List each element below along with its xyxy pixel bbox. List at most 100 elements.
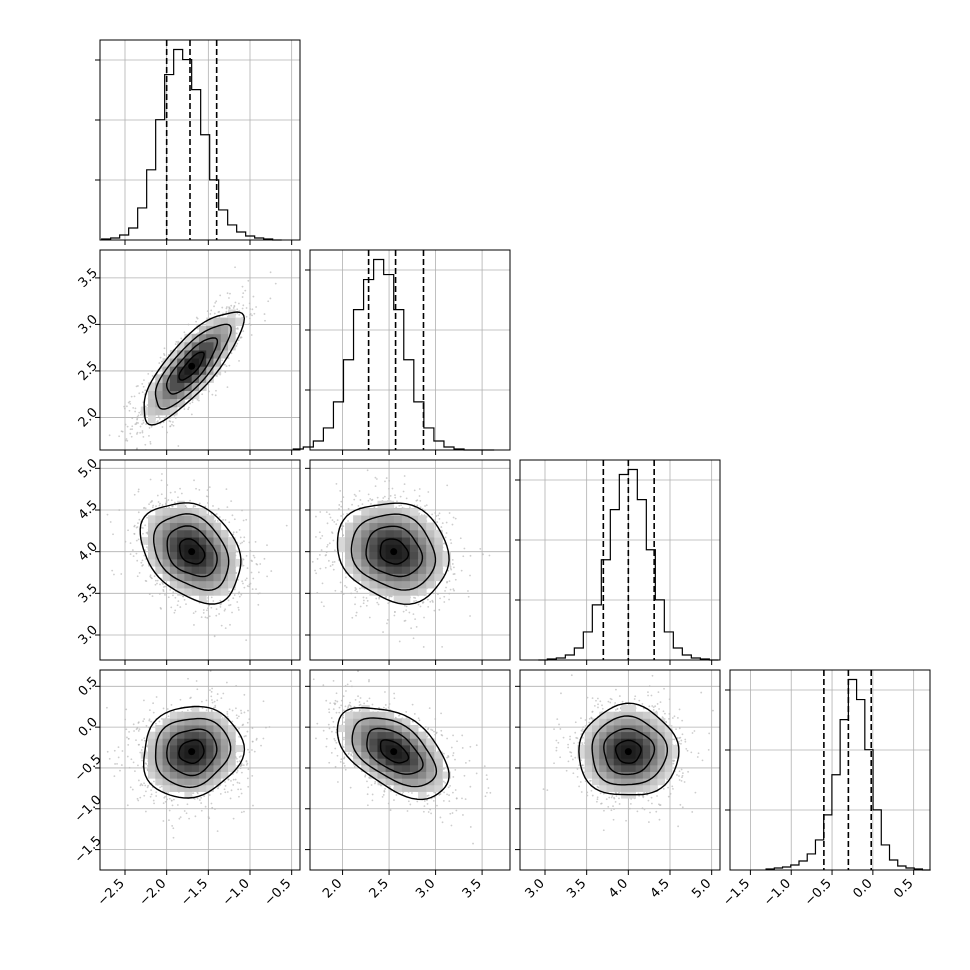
scatter-point bbox=[239, 542, 242, 545]
scatter-point bbox=[111, 569, 114, 572]
panel-frame bbox=[99, 39, 301, 241]
density-cell bbox=[169, 558, 178, 567]
scatter-point bbox=[129, 432, 132, 435]
scatter-point bbox=[149, 478, 152, 481]
scatter-point bbox=[384, 480, 386, 483]
density-cell bbox=[220, 588, 229, 596]
density-cell bbox=[409, 508, 419, 516]
scatter-point bbox=[161, 473, 163, 475]
scatter-point bbox=[287, 575, 289, 577]
density-cell bbox=[228, 544, 236, 553]
scatter-point bbox=[158, 504, 161, 507]
scatter-point bbox=[402, 490, 405, 493]
scatter-point bbox=[451, 563, 454, 565]
scatter-point bbox=[145, 423, 147, 426]
scatter-point bbox=[394, 494, 396, 496]
scatter-point bbox=[244, 289, 247, 292]
density-cell bbox=[401, 537, 411, 545]
scatter-point bbox=[210, 606, 213, 609]
scatter-panel-1-2 bbox=[287, 459, 511, 665]
density-cell bbox=[169, 566, 178, 574]
scatter-point bbox=[264, 319, 266, 322]
scatter-point bbox=[142, 385, 145, 388]
density-cell bbox=[401, 566, 411, 574]
density-cell bbox=[369, 522, 378, 531]
scatter-point bbox=[269, 297, 272, 300]
scatter-point bbox=[391, 487, 394, 490]
y-tick-label: 3.5 bbox=[76, 581, 101, 606]
scatter-point bbox=[165, 416, 168, 419]
scatter-point bbox=[204, 616, 207, 619]
density-peak bbox=[188, 548, 196, 556]
density-cell bbox=[148, 382, 156, 392]
density-cell bbox=[177, 508, 185, 516]
contour-2 bbox=[350, 513, 437, 591]
density-cell bbox=[198, 366, 207, 375]
scatter-point bbox=[143, 379, 145, 382]
scatter-point bbox=[148, 593, 151, 596]
density-cell bbox=[206, 580, 214, 589]
scatter-point bbox=[340, 500, 343, 503]
scatter-point bbox=[215, 375, 218, 377]
density-cell bbox=[169, 544, 178, 553]
scatter-point bbox=[187, 406, 190, 409]
scatter-point bbox=[241, 541, 244, 544]
scatter-point bbox=[412, 637, 415, 640]
scatter-point bbox=[250, 334, 253, 336]
scatter-point bbox=[236, 342, 239, 345]
density-cell bbox=[169, 374, 178, 383]
density-cell bbox=[361, 551, 370, 560]
scatter-point bbox=[342, 496, 345, 499]
scatter-point bbox=[173, 611, 176, 614]
scatter-point bbox=[344, 576, 347, 579]
scatter-point bbox=[339, 489, 342, 492]
scatter-point bbox=[142, 720, 145, 723]
scatter-point bbox=[238, 360, 240, 362]
density-cell bbox=[162, 390, 171, 400]
scatter-point bbox=[167, 596, 170, 599]
scatter-point bbox=[144, 405, 147, 408]
density-cell bbox=[198, 522, 207, 531]
scatter-point bbox=[376, 601, 379, 604]
scatter-point bbox=[331, 561, 334, 564]
density-cell bbox=[361, 544, 370, 553]
scatter-point bbox=[438, 512, 441, 515]
scatter-point bbox=[196, 398, 199, 401]
scatter-point bbox=[140, 526, 143, 529]
scatter-point bbox=[128, 766, 131, 769]
scatter-point bbox=[174, 609, 177, 612]
density-cell bbox=[148, 551, 156, 560]
scatter-point bbox=[175, 340, 178, 343]
density-cell bbox=[191, 588, 200, 596]
scatter-point bbox=[137, 414, 140, 417]
scatter-point bbox=[452, 516, 455, 519]
scatter-point bbox=[350, 592, 353, 595]
density-cell bbox=[361, 537, 370, 545]
hist-step-1 bbox=[292, 258, 495, 451]
scatter-point bbox=[377, 603, 380, 606]
scatter-point bbox=[148, 427, 151, 429]
scatter-point bbox=[124, 423, 127, 426]
scatter-point bbox=[448, 592, 451, 595]
scatter-point bbox=[419, 506, 422, 509]
scatter-point bbox=[174, 417, 177, 419]
scatter-point bbox=[128, 400, 131, 403]
scatter-point bbox=[120, 430, 123, 433]
density-cell bbox=[155, 508, 163, 516]
density-cell bbox=[184, 588, 193, 596]
scatter-point bbox=[413, 489, 416, 492]
scatter-point bbox=[347, 520, 349, 522]
scatter-point bbox=[449, 538, 452, 541]
scatter-point bbox=[106, 478, 108, 480]
scatter-point bbox=[146, 516, 149, 519]
density-cell bbox=[393, 588, 403, 596]
scatter-point bbox=[131, 549, 134, 551]
density-cell bbox=[177, 515, 185, 523]
y-tick-label: 3.5 bbox=[76, 266, 101, 291]
density-cell bbox=[345, 558, 354, 567]
scatter-point bbox=[314, 569, 316, 572]
scatter-point bbox=[448, 598, 450, 601]
scatter-point bbox=[404, 604, 406, 607]
scatter-point bbox=[321, 582, 324, 585]
scatter-point bbox=[232, 533, 235, 536]
